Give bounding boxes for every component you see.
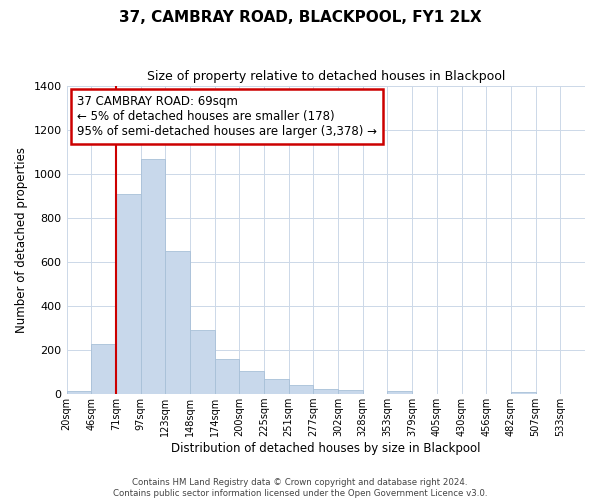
- Bar: [388, 391, 412, 394]
- Text: 37, CAMBRAY ROAD, BLACKPOOL, FY1 2LX: 37, CAMBRAY ROAD, BLACKPOOL, FY1 2LX: [119, 10, 481, 25]
- Bar: [338, 390, 363, 394]
- X-axis label: Distribution of detached houses by size in Blackpool: Distribution of detached houses by size …: [171, 442, 481, 455]
- Text: 37 CAMBRAY ROAD: 69sqm
← 5% of detached houses are smaller (178)
95% of semi-det: 37 CAMBRAY ROAD: 69sqm ← 5% of detached …: [77, 95, 377, 138]
- Bar: [239, 370, 264, 394]
- Bar: [91, 344, 116, 394]
- Bar: [264, 378, 289, 394]
- Bar: [67, 391, 91, 394]
- Bar: [165, 251, 190, 394]
- Bar: [215, 360, 239, 394]
- Title: Size of property relative to detached houses in Blackpool: Size of property relative to detached ho…: [146, 70, 505, 83]
- Bar: [190, 330, 215, 394]
- Bar: [116, 194, 140, 394]
- Bar: [511, 392, 536, 394]
- Bar: [140, 158, 165, 394]
- Text: Contains HM Land Registry data © Crown copyright and database right 2024.
Contai: Contains HM Land Registry data © Crown c…: [113, 478, 487, 498]
- Bar: [289, 385, 313, 394]
- Bar: [313, 388, 338, 394]
- Y-axis label: Number of detached properties: Number of detached properties: [15, 147, 28, 333]
